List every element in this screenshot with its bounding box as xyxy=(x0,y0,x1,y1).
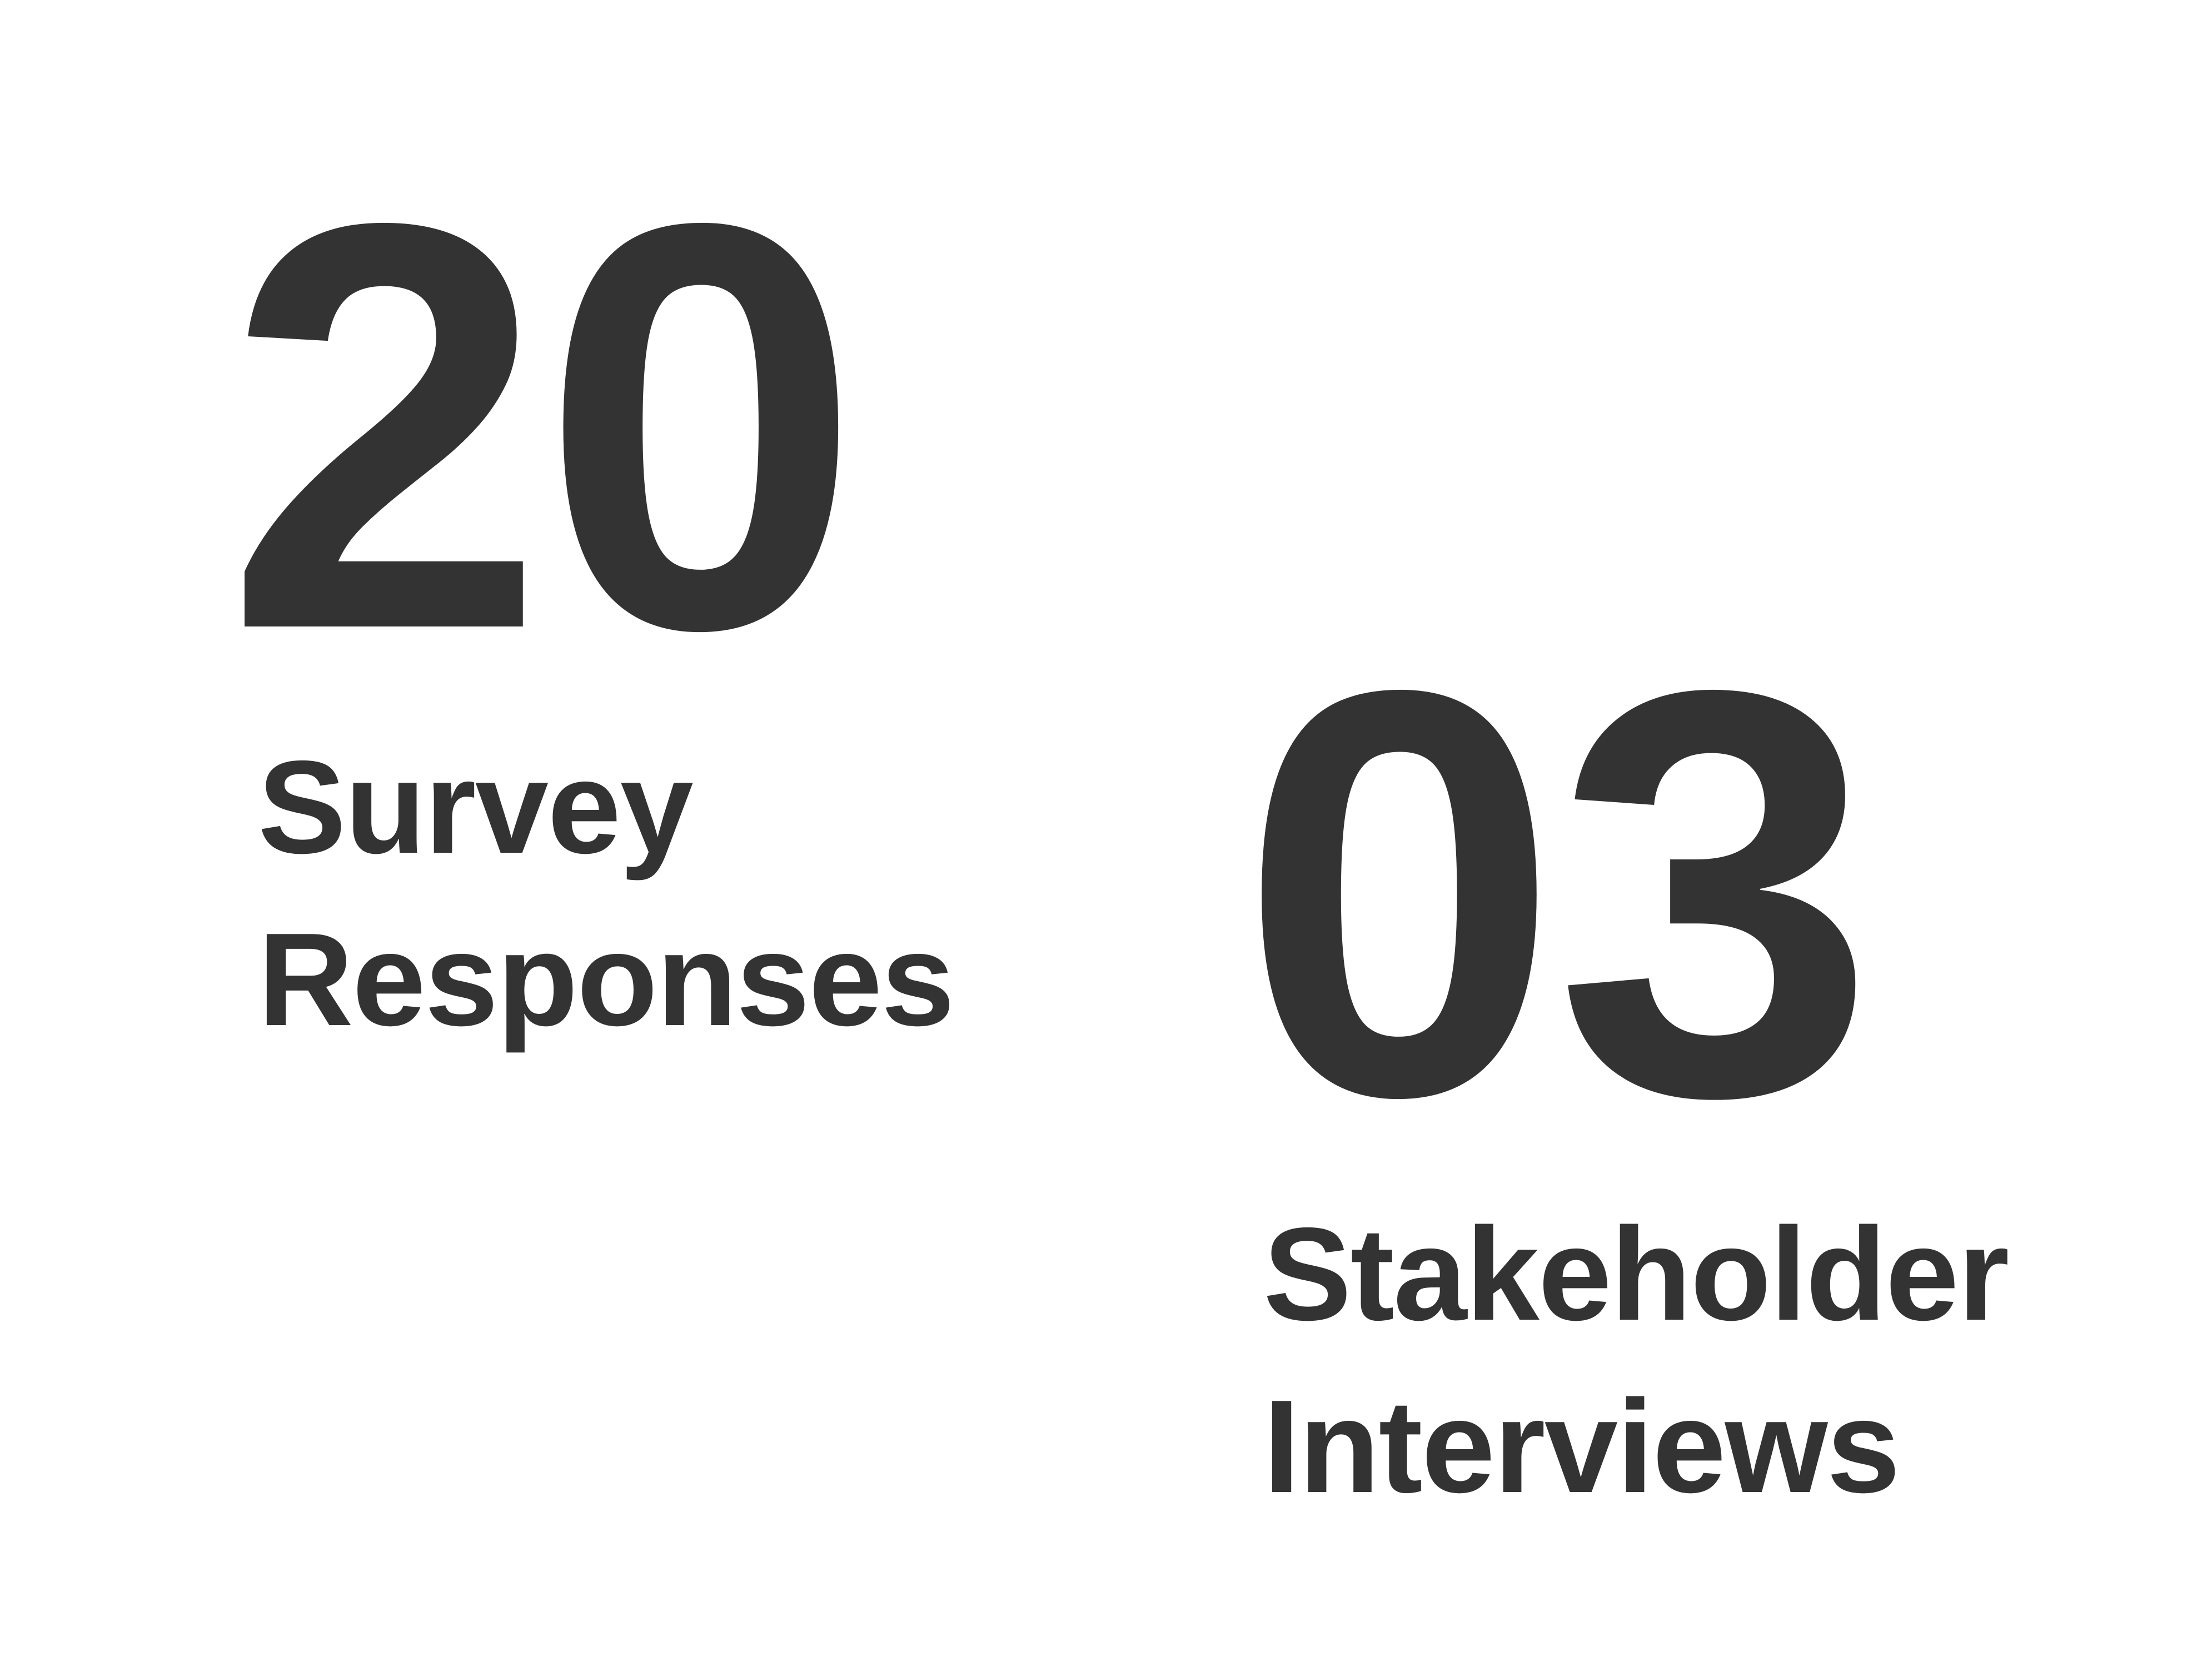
stat-label-line: Survey xyxy=(258,734,694,881)
stat-number: 20 xyxy=(225,104,862,749)
stat-label: Survey Responses xyxy=(258,722,955,1066)
stat-label-line: Stakeholder xyxy=(1263,1201,2009,1348)
stat-label: Stakeholder Interviews xyxy=(1263,1188,2009,1533)
stat-label-line: Responses xyxy=(258,906,955,1053)
stat-number: 03 xyxy=(1239,571,1876,1216)
stat-survey-responses: 20 Survey Responses xyxy=(225,138,955,1066)
stat-label-line: Interviews xyxy=(1263,1373,1900,1520)
stat-stakeholder-interviews: 03 Stakeholder Interviews xyxy=(1239,605,2009,1533)
